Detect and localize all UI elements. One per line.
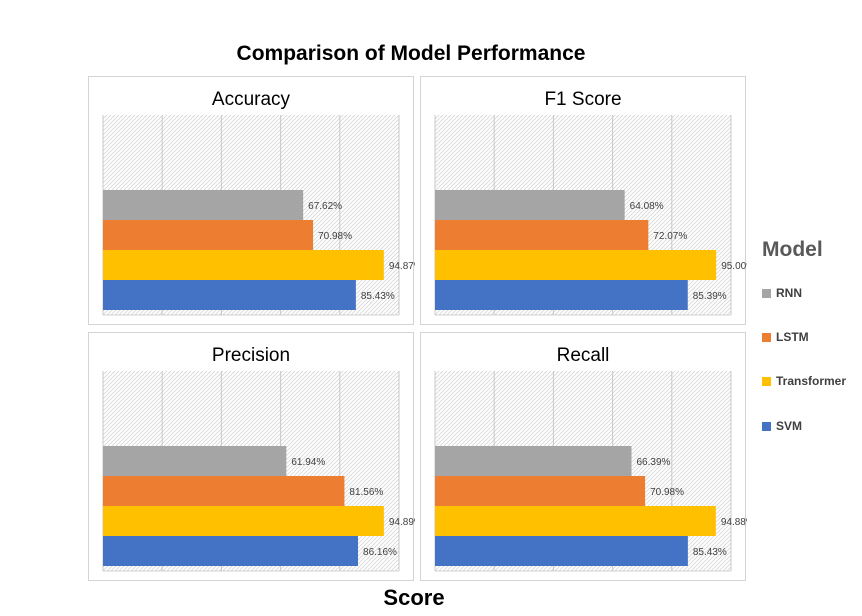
panel-title: Accuracy — [211, 89, 291, 110]
bar-svm — [435, 536, 688, 566]
bar-svm — [103, 536, 359, 566]
bar-chart-svg: 66.39% 70.98% 94.88% 85.43% — [434, 371, 747, 572]
legend-swatch — [762, 333, 771, 342]
bar-rnn — [103, 446, 287, 476]
legend-label: LSTM — [776, 330, 809, 344]
bar-transformer — [103, 506, 384, 536]
data-label: 86.16% — [363, 547, 397, 558]
legend-label: Transformer — [776, 374, 847, 388]
legend-item-transformer: Transformer — [762, 374, 846, 388]
bar-transformer — [103, 250, 384, 280]
bar-lstm — [103, 476, 345, 506]
data-label: 64.08% — [630, 201, 664, 212]
panel-title: Recall — [556, 345, 610, 366]
bar-transformer — [435, 250, 717, 280]
legend-swatch — [762, 377, 771, 386]
bar-lstm — [435, 476, 646, 506]
data-label: 94.87% — [389, 261, 415, 272]
data-label: 85.43% — [361, 291, 395, 302]
legend-label: SVM — [776, 419, 803, 433]
data-label: 67.62% — [308, 201, 342, 212]
bar-chart-svg: 64.08% 72.07% 95.00% 85.39% — [434, 115, 747, 316]
legend-label: RNN — [776, 286, 802, 300]
bar-rnn — [435, 446, 632, 476]
panel-title: Precision — [211, 345, 291, 366]
chart-title: Comparison of Model Performance — [236, 42, 586, 65]
legend-swatch — [762, 289, 771, 298]
recall-panel: 66.39% 70.98% 94.88% 85.43% Recall — [420, 332, 747, 581]
f1-score-panel: 64.08% 72.07% 95.00% 85.39% F1 Score — [420, 76, 747, 325]
legend-title: Model — [762, 238, 823, 261]
data-label: 85.39% — [693, 291, 727, 302]
legend-item-svm: SVM — [762, 419, 802, 433]
bar-rnn — [435, 190, 625, 220]
bar-transformer — [435, 506, 716, 536]
x-axis-title: Score — [383, 585, 445, 610]
precision-panel: 61.94% 81.56% 94.89% 86.16% Precision — [88, 332, 415, 581]
data-label: 66.39% — [637, 457, 671, 468]
legend-item-rnn: RNN — [762, 286, 802, 300]
panel-title: F1 Score — [544, 89, 622, 110]
data-label: 70.98% — [318, 231, 352, 242]
data-label: 94.89% — [389, 517, 415, 528]
data-label: 85.43% — [693, 547, 727, 558]
bar-svm — [103, 280, 356, 310]
legend-swatch — [762, 422, 771, 431]
accuracy-panel: 67.62% 70.98% 94.87% 85.43% Accuracy — [88, 76, 415, 325]
data-label: 95.00% — [721, 261, 747, 272]
bar-lstm — [435, 220, 649, 250]
data-label: 94.88% — [721, 517, 747, 528]
bar-lstm — [103, 220, 314, 250]
bar-chart-svg: 61.94% 81.56% 94.89% 86.16% — [102, 371, 415, 572]
data-label: 81.56% — [349, 487, 383, 498]
bar-chart-svg: 67.62% 70.98% 94.87% 85.43% — [102, 115, 415, 316]
bar-svm — [435, 280, 688, 310]
data-label: 72.07% — [653, 231, 687, 242]
data-label: 61.94% — [291, 457, 325, 468]
legend-item-lstm: LSTM — [762, 330, 809, 344]
data-label: 70.98% — [650, 487, 684, 498]
bar-rnn — [103, 190, 304, 220]
